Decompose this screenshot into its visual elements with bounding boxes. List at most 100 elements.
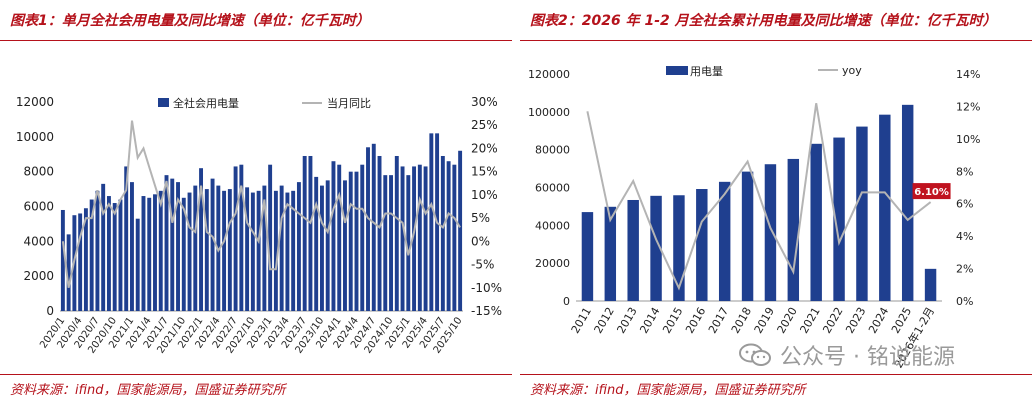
bar (95, 190, 100, 311)
bar (181, 197, 186, 311)
legend-bar-swatch (158, 98, 169, 107)
y2-tick-label: 2% (956, 263, 973, 276)
data-label: 6.10% (914, 187, 949, 198)
bar (650, 195, 662, 301)
chart1-bottom-rule (0, 374, 512, 375)
bar (308, 155, 313, 311)
x-tick-label: 2019 (752, 305, 777, 336)
bar (787, 158, 800, 301)
x-tick-label: 2022 (820, 305, 845, 336)
bar (833, 137, 845, 301)
y2-tick-label: 0% (471, 234, 490, 248)
bar (101, 183, 106, 311)
bar (366, 147, 370, 311)
y2-tick-label: 6% (956, 198, 973, 211)
bar (193, 185, 198, 311)
bar (273, 190, 278, 311)
y-tick-label: 12000 (16, 95, 54, 109)
y2-tick-label: -10% (471, 281, 502, 295)
bar (60, 209, 65, 311)
x-tick-label: 2013 (615, 305, 640, 336)
bar (348, 171, 353, 311)
bar (222, 190, 227, 311)
bar (147, 197, 152, 311)
bar (187, 192, 192, 311)
bar (250, 192, 255, 311)
bar (239, 164, 244, 311)
bar (285, 192, 290, 311)
bar (170, 178, 175, 311)
y-tick-label: 0 (563, 295, 570, 308)
bar (718, 181, 731, 301)
y-tick-label: 2000 (23, 269, 54, 283)
left-panel: 图表1：单月全社会用电量及同比增速（单位：亿千瓦时） 0 2000 4000 6000… (0, 0, 512, 404)
bar (337, 164, 342, 311)
bar (371, 143, 376, 311)
bar (314, 176, 319, 311)
y-tick-label: 20000 (535, 257, 570, 270)
bar (78, 213, 83, 311)
bar (604, 206, 617, 301)
y2-tick-label: 15% (471, 165, 498, 179)
bar (89, 199, 94, 311)
bar (83, 208, 88, 311)
x-tick-label: 2014 (637, 305, 662, 336)
y2-tick-label: 4% (956, 230, 973, 243)
bar (377, 155, 382, 311)
bar (331, 161, 336, 311)
bar (268, 164, 273, 311)
bar (423, 166, 428, 311)
y2-tick-label: 12% (956, 100, 980, 113)
y2-tick-label: 8% (956, 165, 973, 178)
bar (856, 126, 868, 301)
y2-tick-label: 5% (471, 211, 490, 225)
bar (262, 185, 267, 311)
watermark: 公众号 · 铭说能源 (738, 340, 1018, 370)
y-tick-label: 4000 (23, 234, 54, 248)
bar (279, 185, 284, 311)
bar (412, 166, 417, 311)
bar (901, 104, 914, 301)
y-tick-label: 8000 (23, 165, 54, 179)
bar (581, 212, 594, 301)
chart1-top-rule (0, 40, 512, 41)
bar (176, 182, 180, 311)
x-tick-label: 2016 (683, 305, 708, 336)
bar (233, 166, 238, 311)
bar (458, 150, 463, 311)
y-tick-label: 60000 (535, 182, 570, 195)
legend-bar-label: 用电量 (690, 65, 723, 78)
bar (452, 164, 457, 311)
bar (291, 190, 296, 311)
bar (302, 155, 307, 311)
bar (245, 187, 250, 311)
bar (417, 164, 422, 311)
wechat-icon (739, 343, 771, 366)
bar (389, 175, 393, 311)
y2-tick-label: 10% (471, 188, 498, 202)
legend-bar-label: 全社会用电量 (173, 96, 239, 110)
chart1-source: 资料来源：ifind，国家能源局，国盛证券研究所 (10, 383, 286, 398)
chart2-bottom-rule (520, 374, 1032, 375)
chart1-svg: 0 2000 4000 6000 8000 10000 12000 -15% -10% -5% 0%… (16, 95, 502, 356)
bar (130, 182, 134, 311)
y2-tick-label: 25% (471, 118, 498, 132)
x-tick-label: 2018 (729, 305, 754, 336)
bar (627, 199, 639, 301)
bar (227, 189, 232, 311)
y-tick-label: 10000 (16, 130, 54, 144)
y-tick-label: 0 (46, 304, 54, 318)
bar (210, 178, 215, 311)
chart1-title: 图表1：单月全社会用电量及同比增速（单位：亿千瓦时） (10, 13, 370, 29)
yoy-line (61, 120, 461, 289)
bar (343, 180, 347, 311)
bar (741, 171, 754, 301)
bar (354, 171, 359, 311)
x-tick-label: 2021 (798, 305, 823, 336)
x-tick-label: 2023 (843, 305, 868, 336)
x-tick-label: 2024 (866, 305, 891, 336)
bar (118, 199, 123, 311)
bar (66, 234, 71, 311)
y2-tick-label: 20% (471, 141, 498, 155)
watermark-text: 公众号 · 铭说能源 (780, 345, 955, 370)
